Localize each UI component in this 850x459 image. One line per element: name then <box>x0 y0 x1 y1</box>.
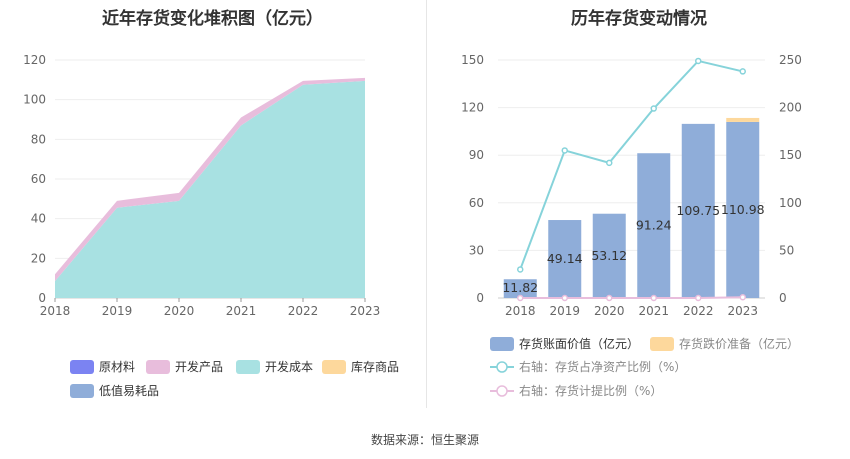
line-右轴：存货占净资产比例（%） <box>519 59 743 270</box>
y-tick-label: 100 <box>23 93 46 107</box>
line-point[interactable] <box>606 159 613 167</box>
line-point[interactable] <box>561 294 568 302</box>
legend-swatch[interactable] <box>490 337 514 351</box>
x-tick-label: 2019 <box>549 304 580 318</box>
line-point[interactable] <box>650 105 657 112</box>
bar-inventory-value[interactable] <box>637 153 671 298</box>
x-tick-label: 2018 <box>40 304 71 318</box>
x-tick-label: 2022 <box>288 304 319 318</box>
x-tick-label: 2022 <box>683 304 714 318</box>
line-point[interactable] <box>739 293 746 301</box>
legend-item-label: 开发成本 <box>265 359 313 374</box>
bar-inventory-value[interactable] <box>726 121 760 298</box>
bar-inventory-value[interactable] <box>503 279 537 298</box>
legend-swatch[interactable] <box>146 360 170 374</box>
legend-item-label: 存货账面价值（亿元） <box>519 336 639 351</box>
y2-tick-label: 100 <box>779 196 802 210</box>
line-point[interactable] <box>739 68 746 75</box>
line-point[interactable] <box>517 294 524 302</box>
legend-marker[interactable] <box>496 361 508 373</box>
bar-data-label: 91.24 <box>636 218 672 233</box>
y-tick-label: 80 <box>31 132 46 146</box>
legend-swatch[interactable] <box>70 360 94 374</box>
y-tick-label: 60 <box>31 172 46 186</box>
bar-data-label: 49.14 <box>547 251 583 266</box>
line-point[interactable] <box>517 266 524 273</box>
legend-item-label: 原材料 <box>99 360 135 374</box>
line-右轴：存货计提比例（%） <box>520 296 743 299</box>
x-tick-label: 2021 <box>226 304 257 318</box>
line-point[interactable] <box>650 294 657 302</box>
y-tick-label: 30 <box>469 243 484 257</box>
legend-swatch[interactable] <box>236 360 260 374</box>
bar-impairment-reserve[interactable] <box>726 117 760 122</box>
legend-item-label: 低值易耗品 <box>99 383 159 398</box>
y2-tick-label: 150 <box>779 148 802 162</box>
bar-data-label: 110.98 <box>721 202 765 217</box>
panel-divider <box>426 0 427 408</box>
y-tick-label: 20 <box>31 251 46 265</box>
bar-data-label: 109.75 <box>676 203 720 218</box>
bar-inventory-value[interactable] <box>681 123 715 298</box>
inventory-combo-chart: 0 30 60 90 120 150 0 50 100 150 200 250 11.82 49.14 53… <box>461 53 802 398</box>
legend-marker[interactable] <box>496 385 508 397</box>
y-tick-label: 150 <box>461 53 484 67</box>
bar-inventory-value[interactable] <box>592 213 626 298</box>
x-tick-label: 2023 <box>350 304 381 318</box>
stacked-area-chart-panel: 近年存货变化堆积图（亿元） 0 20 40 60 80 100 120 2018 2019 202… <box>0 0 425 410</box>
legend-swatch[interactable] <box>322 360 346 374</box>
legend-swatch[interactable] <box>70 384 94 398</box>
x-tick-label: 2023 <box>727 304 758 318</box>
y-tick-label: 0 <box>38 291 46 305</box>
x-tick-label: 2018 <box>505 304 536 318</box>
line-point[interactable] <box>561 147 568 154</box>
legend-item-label: 库存商品 <box>351 359 399 374</box>
y2-tick-label: 250 <box>779 53 802 67</box>
area-开发成本 <box>55 80 365 298</box>
right-chart-title: 历年存货变动情况 <box>571 9 707 29</box>
y2-tick-label: 200 <box>779 101 802 115</box>
bar-data-label: 11.82 <box>502 280 538 295</box>
x-tick-label: 2019 <box>102 304 133 318</box>
x-tick-label: 2020 <box>594 304 625 318</box>
line-point[interactable] <box>606 294 613 302</box>
stacked-area-chart: 0 20 40 60 80 100 120 2018 2019 2020 2021 2022 2023 原… <box>23 53 399 398</box>
y2-tick-label: 0 <box>779 291 787 305</box>
y-tick-label: 40 <box>31 212 46 226</box>
bar-data-label: 53.12 <box>591 248 627 263</box>
legend-swatch[interactable] <box>650 337 674 351</box>
inventory-bar-chart-panel: 历年存货变动情况 0 30 60 90 120 150 0 50 100 150 200 250 11.… <box>428 0 850 410</box>
bar-inventory-value[interactable] <box>548 220 582 298</box>
y-tick-label: 120 <box>461 101 484 115</box>
legend-item-label: 开发产品 <box>175 359 223 374</box>
y-tick-label: 0 <box>476 291 484 305</box>
legend-item-label: 右轴：存货计提比例（%） <box>519 383 662 398</box>
y-tick-label: 60 <box>469 196 484 210</box>
legend-item-label: 存货跌价准备（亿元） <box>679 336 799 351</box>
y2-tick-label: 50 <box>779 243 794 257</box>
legend-item-label: 右轴：存货占净资产比例（%） <box>519 359 686 374</box>
left-chart-title: 近年存货变化堆积图（亿元） <box>102 9 323 29</box>
line-point[interactable] <box>695 57 702 65</box>
y-tick-label: 120 <box>23 53 46 67</box>
x-tick-label: 2020 <box>164 304 195 318</box>
y-tick-label: 90 <box>469 148 484 162</box>
line-point[interactable] <box>695 294 702 302</box>
data-source: 数据来源：恒生聚源 <box>370 433 479 447</box>
x-tick-label: 2021 <box>638 304 669 318</box>
